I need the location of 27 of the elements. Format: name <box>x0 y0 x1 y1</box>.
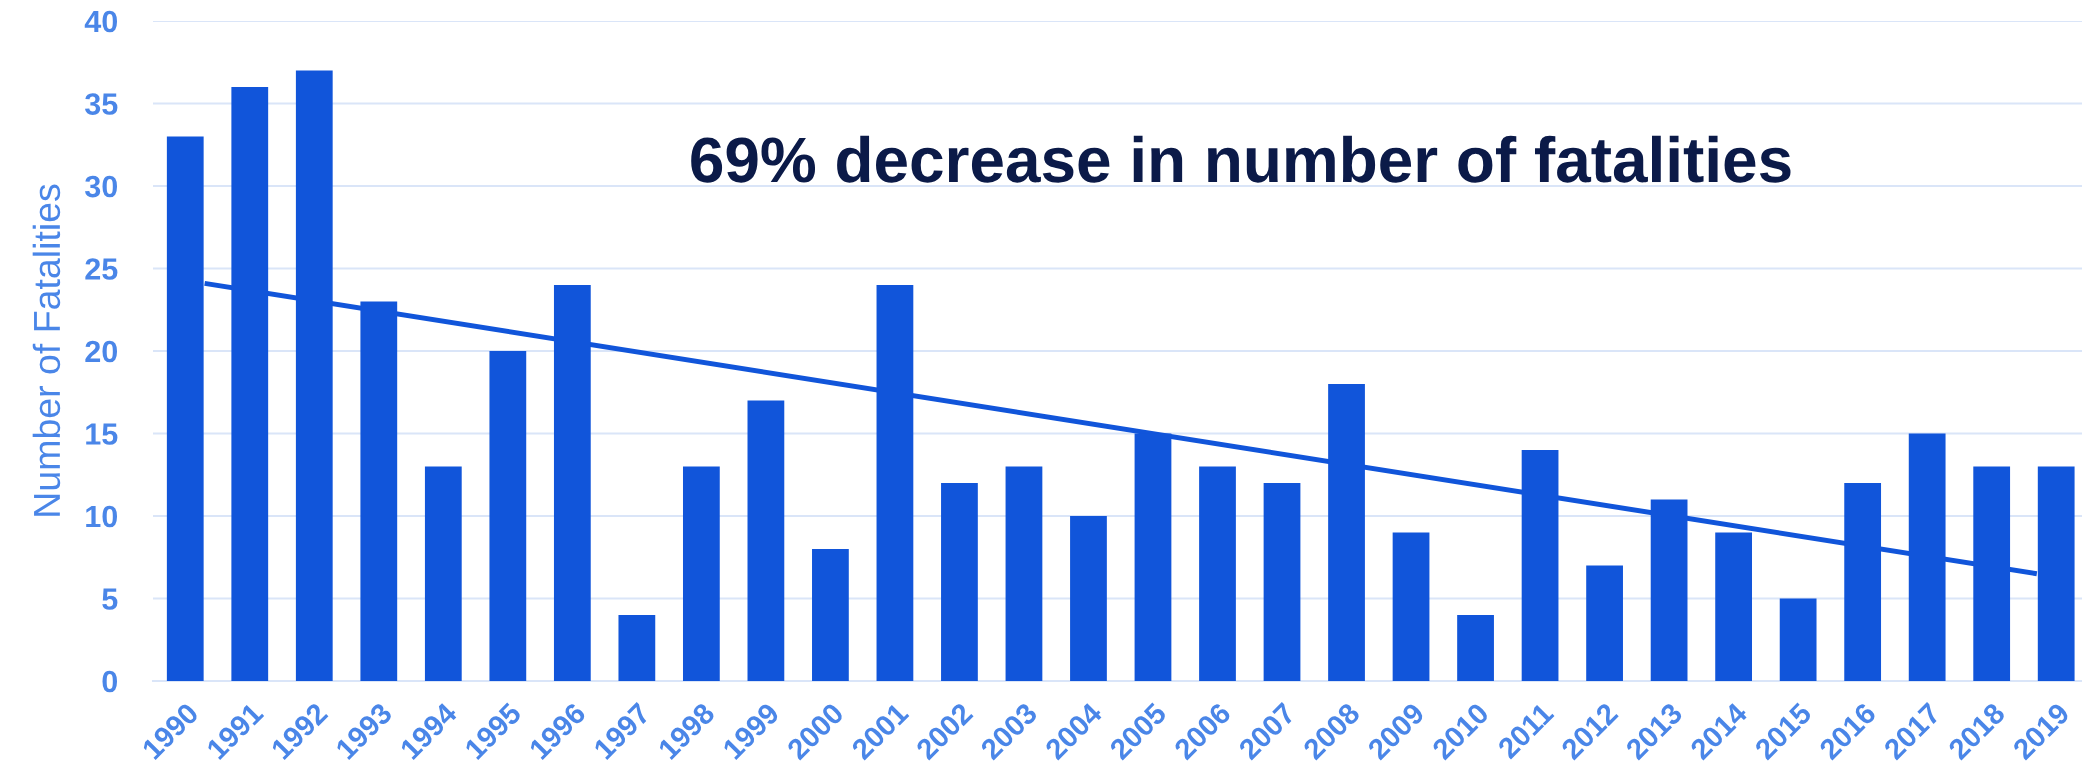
bar <box>1070 516 1107 681</box>
y-tick-label: 10 <box>86 505 118 528</box>
bar <box>1457 615 1494 681</box>
y-tick-label: 15 <box>86 423 118 445</box>
bar <box>1392 532 1430 681</box>
bar <box>1779 598 1817 681</box>
bar <box>1586 565 1623 681</box>
bar <box>812 549 849 681</box>
bar <box>1715 532 1753 681</box>
bar <box>682 466 720 681</box>
y-tick-label: 5 <box>102 588 118 610</box>
y-tick-label: 0 <box>102 670 118 693</box>
y-tick-label: 35 <box>85 93 118 115</box>
y-tick-label: 25 <box>85 258 118 280</box>
bar <box>424 466 462 681</box>
bar <box>489 351 527 681</box>
bar <box>941 483 978 681</box>
bar <box>747 400 785 681</box>
bar <box>618 615 656 681</box>
y-tick-label: 40 <box>84 10 118 33</box>
y-tick-label: 30 <box>85 175 118 198</box>
annotation: 69% decrease in number of fatalities <box>691 135 1791 183</box>
bar <box>1263 483 1301 681</box>
bar <box>1199 466 1236 681</box>
y-axis-title: Number of Fatalities <box>32 184 61 516</box>
y-tick-label: 20 <box>85 340 118 363</box>
bar <box>1005 466 1043 681</box>
